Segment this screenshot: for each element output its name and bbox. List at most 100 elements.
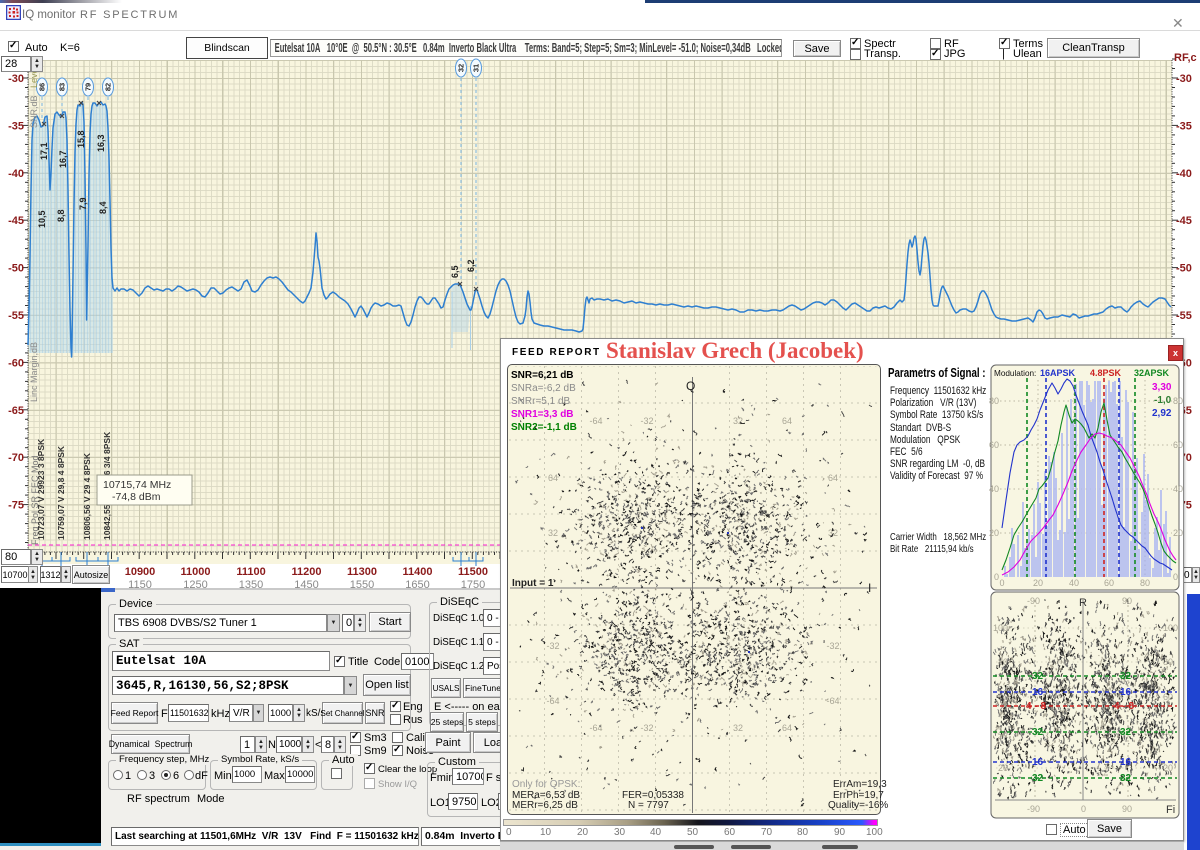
svg-text:17,1: 17,1 [39, 142, 49, 160]
svg-text:20: 20 [1033, 578, 1043, 588]
svg-text:86: 86 [38, 83, 47, 91]
svg-text:-45: -45 [1176, 215, 1192, 227]
svg-text:31: 31 [472, 64, 481, 72]
svg-text:-74,8 dBm: -74,8 dBm [112, 491, 161, 503]
svg-text:11500: 11500 [458, 566, 488, 578]
svg-text:32: 32 [1120, 671, 1132, 682]
svg-text:-50: -50 [1176, 263, 1192, 275]
svg-text:-32: -32 [546, 641, 559, 651]
svg-text:80: 80 [998, 657, 1008, 667]
svg-text:-55: -55 [8, 310, 24, 322]
svg-text:4 - 8: 4 - 8 [1114, 701, 1134, 712]
svg-text:-64: -64 [826, 696, 839, 706]
svg-text:10723,07 V 29923 3 8PSK: 10723,07 V 29923 3 8PSK [36, 438, 46, 540]
svg-text:-50: -50 [8, 263, 24, 275]
svg-text:-60: -60 [8, 357, 24, 369]
svg-text:6,2: 6,2 [466, 259, 476, 272]
svg-text:32: 32 [1032, 773, 1044, 784]
svg-text:-40: -40 [1176, 168, 1192, 180]
svg-text:-70: -70 [8, 452, 24, 464]
svg-text:11100: 11100 [236, 566, 265, 578]
svg-text:79: 79 [84, 83, 93, 91]
svg-text:-90: -90 [1027, 596, 1040, 606]
svg-text:8,8: 8,8 [56, 209, 66, 222]
svg-text:-1,0: -1,0 [1154, 395, 1172, 406]
svg-text:60: 60 [1173, 440, 1183, 450]
svg-text:-40: -40 [8, 168, 24, 180]
svg-text:Fi: Fi [1166, 804, 1175, 816]
svg-text:-64: -64 [546, 696, 559, 706]
svg-text:-30: -30 [1176, 73, 1192, 85]
svg-text:16,7: 16,7 [58, 150, 68, 168]
svg-text:80: 80 [989, 396, 999, 406]
svg-text:64: 64 [782, 723, 792, 733]
svg-text:RF,c: RF,c [1174, 52, 1197, 64]
svg-text:40: 40 [1173, 484, 1183, 494]
svg-text:0: 0 [1081, 804, 1086, 814]
svg-text:4 - 8: 4 - 8 [1026, 701, 1046, 712]
svg-text:6,5: 6,5 [450, 265, 460, 278]
svg-text:16: 16 [1120, 757, 1132, 768]
svg-text:-45: -45 [8, 215, 24, 227]
svg-text:Linc Margin,dB: Linc Margin,dB [29, 342, 39, 402]
svg-text:32: 32 [733, 416, 743, 426]
svg-text:11200: 11200 [292, 566, 322, 578]
svg-text:64: 64 [548, 473, 558, 483]
svg-text:11300: 11300 [347, 566, 377, 578]
svg-text:SNR,dB: SNR,dB [29, 95, 39, 128]
svg-text:-32: -32 [640, 723, 653, 733]
svg-text:4.8PSK: 4.8PSK [1090, 368, 1122, 378]
svg-text:64: 64 [782, 416, 792, 426]
svg-text:32: 32 [733, 723, 743, 733]
svg-text:10900: 10900 [125, 566, 156, 578]
svg-text:-32: -32 [640, 416, 653, 426]
svg-text:8,4: 8,4 [98, 201, 108, 214]
svg-text:Modulation:: Modulation: [994, 369, 1036, 378]
svg-text:83: 83 [58, 83, 67, 91]
svg-text:32: 32 [1120, 773, 1132, 784]
svg-text:-55: -55 [1176, 310, 1192, 322]
svg-text:16: 16 [1032, 757, 1044, 768]
svg-text:64: 64 [828, 473, 838, 483]
svg-text:20: 20 [989, 528, 999, 538]
svg-text:40: 40 [989, 484, 999, 494]
svg-text:-75: -75 [8, 500, 24, 512]
svg-text:20: 20 [1163, 763, 1173, 773]
svg-text:I: I [868, 581, 871, 595]
svg-text:-35: -35 [8, 120, 24, 132]
svg-text:16: 16 [1120, 687, 1132, 698]
svg-text:40: 40 [1163, 728, 1173, 738]
svg-text:Q: Q [686, 379, 695, 393]
svg-text:-32: -32 [826, 641, 839, 651]
svg-text:32: 32 [457, 64, 466, 72]
svg-text:60: 60 [989, 440, 999, 450]
svg-text:32: 32 [1032, 727, 1044, 738]
svg-text:-35: -35 [1176, 120, 1192, 132]
svg-text:10715,74 MHz: 10715,74 MHz [103, 479, 171, 491]
svg-text:82: 82 [104, 83, 113, 91]
svg-text:2,92: 2,92 [1152, 408, 1172, 419]
svg-text:Freq Pol SR FEC Mod: Freq Pol SR FEC Mod [30, 455, 40, 545]
svg-text:10759,07 V 29,8 4 8PSK: 10759,07 V 29,8 4 8PSK [56, 445, 66, 540]
svg-text:11400: 11400 [403, 566, 433, 578]
svg-text:-64: -64 [589, 723, 602, 733]
svg-text:-64: -64 [589, 416, 602, 426]
svg-text:15,8: 15,8 [76, 130, 86, 148]
svg-text:32: 32 [1120, 727, 1132, 738]
svg-text:10806,56 V 29 4 8PSK: 10806,56 V 29 4 8PSK [82, 452, 92, 540]
svg-text:100: 100 [993, 623, 1008, 633]
svg-text:32APSK: 32APSK [1134, 368, 1170, 378]
svg-text:-90: -90 [1027, 804, 1040, 814]
svg-text:80: 80 [1173, 396, 1183, 406]
svg-text:40: 40 [1069, 578, 1079, 588]
svg-text:-30: -30 [8, 73, 24, 85]
svg-text:90: 90 [1122, 804, 1132, 814]
svg-text:60: 60 [1104, 578, 1114, 588]
svg-text:0: 0 [994, 572, 999, 582]
svg-text:0: 0 [999, 578, 1004, 588]
svg-text:100: 100 [1163, 623, 1178, 633]
svg-text:32: 32 [548, 528, 558, 538]
svg-text:20: 20 [998, 763, 1008, 773]
svg-text:32: 32 [1032, 671, 1044, 682]
svg-text:80: 80 [1140, 578, 1150, 588]
